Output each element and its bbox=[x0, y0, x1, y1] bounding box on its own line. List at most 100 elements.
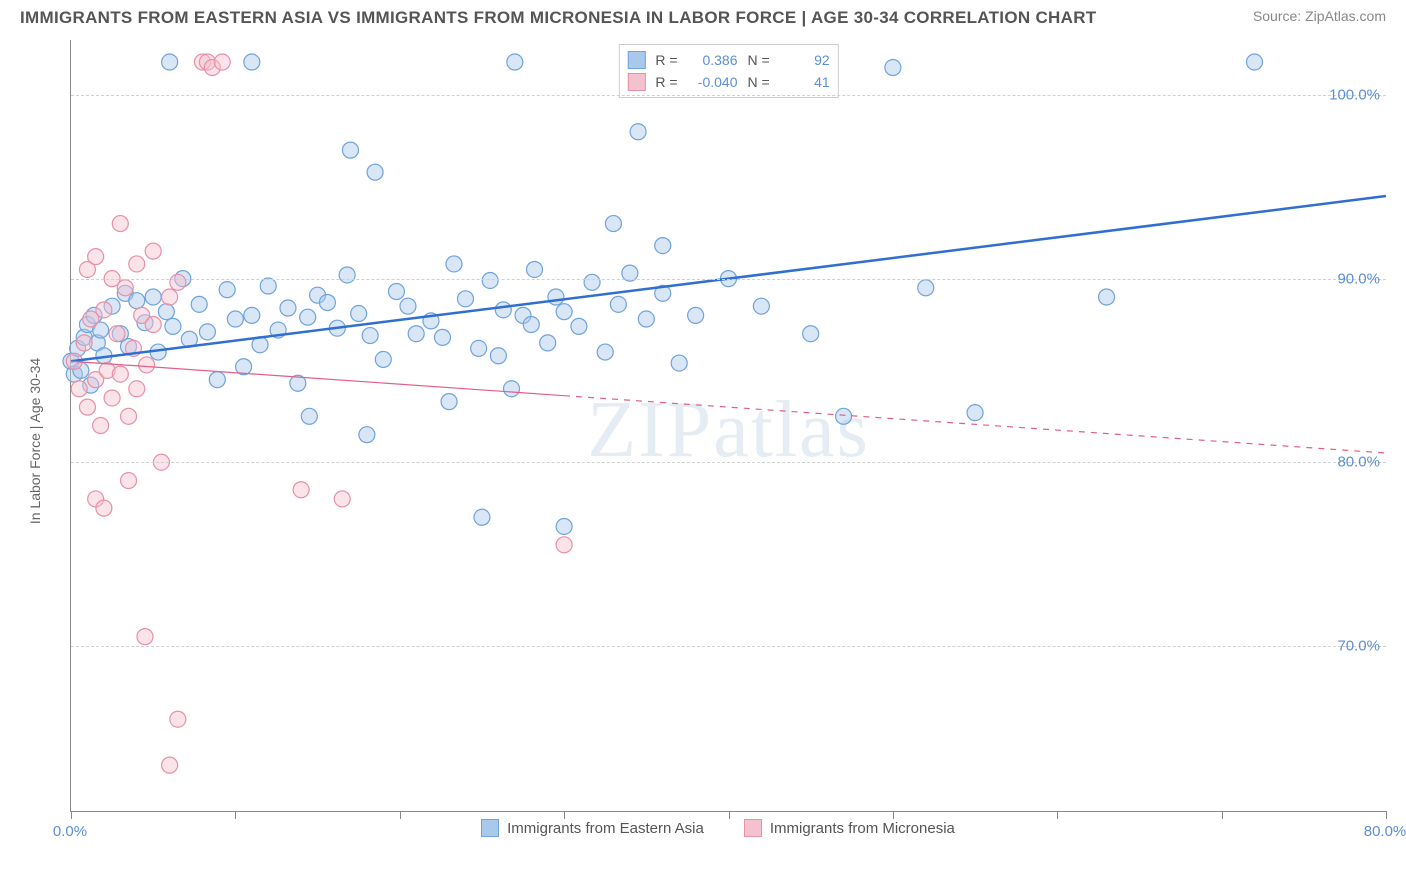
scatter-point bbox=[671, 355, 687, 371]
scatter-point bbox=[597, 344, 613, 360]
scatter-point bbox=[375, 351, 391, 367]
scatter-point bbox=[548, 289, 564, 305]
scatter-point bbox=[165, 318, 181, 334]
scatter-point bbox=[434, 329, 450, 345]
scatter-point bbox=[158, 304, 174, 320]
scatter-point bbox=[129, 381, 145, 397]
scatter-point bbox=[88, 249, 104, 265]
scatter-point bbox=[408, 326, 424, 342]
scatter-point bbox=[199, 324, 215, 340]
gridline-h bbox=[71, 646, 1386, 647]
x-tick-label: 80.0% bbox=[1364, 823, 1406, 840]
scatter-point bbox=[145, 243, 161, 259]
legend-item-2: Immigrants from Micronesia bbox=[744, 819, 955, 837]
scatter-point bbox=[129, 256, 145, 272]
scatter-point bbox=[1247, 54, 1263, 70]
chart-svg bbox=[71, 40, 1386, 811]
scatter-point bbox=[556, 537, 572, 553]
scatter-point bbox=[121, 408, 137, 424]
scatter-point bbox=[351, 306, 367, 322]
chart-container: In Labor Force | Age 30-34 ZIPatlas R = … bbox=[50, 40, 1386, 842]
scatter-point bbox=[523, 317, 539, 333]
scatter-point bbox=[610, 296, 626, 312]
scatter-point bbox=[482, 272, 498, 288]
scatter-point bbox=[584, 274, 600, 290]
x-tick-label: 0.0% bbox=[53, 823, 87, 840]
scatter-point bbox=[145, 289, 161, 305]
scatter-point bbox=[260, 278, 276, 294]
scatter-point bbox=[388, 283, 404, 299]
bottom-legend: Immigrants from Eastern Asia Immigrants … bbox=[50, 814, 1386, 842]
scatter-point bbox=[96, 302, 112, 318]
scatter-point bbox=[441, 394, 457, 410]
scatter-point bbox=[112, 366, 128, 382]
scatter-point bbox=[803, 326, 819, 342]
scatter-point bbox=[400, 298, 416, 314]
scatter-point bbox=[104, 390, 120, 406]
scatter-point bbox=[471, 340, 487, 356]
legend-swatch-2 bbox=[744, 819, 762, 837]
y-tick-label: 70.0% bbox=[1337, 637, 1380, 654]
scatter-point bbox=[967, 405, 983, 421]
scatter-point bbox=[446, 256, 462, 272]
scatter-point bbox=[280, 300, 296, 316]
scatter-point bbox=[162, 757, 178, 773]
scatter-point bbox=[227, 311, 243, 327]
scatter-point bbox=[556, 304, 572, 320]
scatter-point bbox=[96, 500, 112, 516]
scatter-point bbox=[219, 282, 235, 298]
scatter-point bbox=[495, 302, 511, 318]
scatter-point bbox=[458, 291, 474, 307]
scatter-point bbox=[137, 629, 153, 645]
scatter-point bbox=[301, 408, 317, 424]
scatter-point bbox=[885, 60, 901, 76]
scatter-point bbox=[79, 399, 95, 415]
scatter-point bbox=[359, 427, 375, 443]
scatter-point bbox=[655, 238, 671, 254]
scatter-point bbox=[540, 335, 556, 351]
legend-label-2: Immigrants from Micronesia bbox=[770, 820, 955, 837]
scatter-point bbox=[71, 381, 87, 397]
scatter-point bbox=[836, 408, 852, 424]
scatter-point bbox=[504, 381, 520, 397]
scatter-point bbox=[342, 142, 358, 158]
legend-label-1: Immigrants from Eastern Asia bbox=[507, 820, 704, 837]
scatter-point bbox=[527, 261, 543, 277]
y-axis-label: In Labor Force | Age 30-34 bbox=[27, 358, 43, 524]
scatter-point bbox=[214, 54, 230, 70]
scatter-point bbox=[918, 280, 934, 296]
chart-title: IMMIGRANTS FROM EASTERN ASIA VS IMMIGRAN… bbox=[20, 8, 1096, 28]
scatter-point bbox=[244, 54, 260, 70]
scatter-point bbox=[162, 289, 178, 305]
scatter-point bbox=[145, 317, 161, 333]
scatter-point bbox=[362, 328, 378, 344]
scatter-point bbox=[300, 309, 316, 325]
y-tick-label: 80.0% bbox=[1337, 454, 1380, 471]
scatter-point bbox=[191, 296, 207, 312]
legend-item-1: Immigrants from Eastern Asia bbox=[481, 819, 704, 837]
scatter-point bbox=[109, 326, 125, 342]
scatter-point bbox=[293, 482, 309, 498]
scatter-point bbox=[319, 295, 335, 311]
y-tick-label: 90.0% bbox=[1337, 270, 1380, 287]
scatter-point bbox=[490, 348, 506, 364]
gridline-h bbox=[71, 279, 1386, 280]
scatter-point bbox=[76, 335, 92, 351]
y-tick-label: 100.0% bbox=[1329, 87, 1380, 104]
scatter-point bbox=[688, 307, 704, 323]
scatter-point bbox=[209, 372, 225, 388]
scatter-point bbox=[112, 216, 128, 232]
scatter-point bbox=[1099, 289, 1115, 305]
scatter-point bbox=[753, 298, 769, 314]
scatter-point bbox=[244, 307, 260, 323]
plot-area: ZIPatlas R = 0.386 N = 92 R = -0.040 N =… bbox=[70, 40, 1386, 812]
scatter-point bbox=[139, 357, 155, 373]
gridline-h bbox=[71, 95, 1386, 96]
scatter-point bbox=[170, 711, 186, 727]
scatter-point bbox=[630, 124, 646, 140]
scatter-point bbox=[162, 54, 178, 70]
scatter-point bbox=[507, 54, 523, 70]
scatter-point bbox=[170, 274, 186, 290]
scatter-point bbox=[339, 267, 355, 283]
scatter-point bbox=[605, 216, 621, 232]
